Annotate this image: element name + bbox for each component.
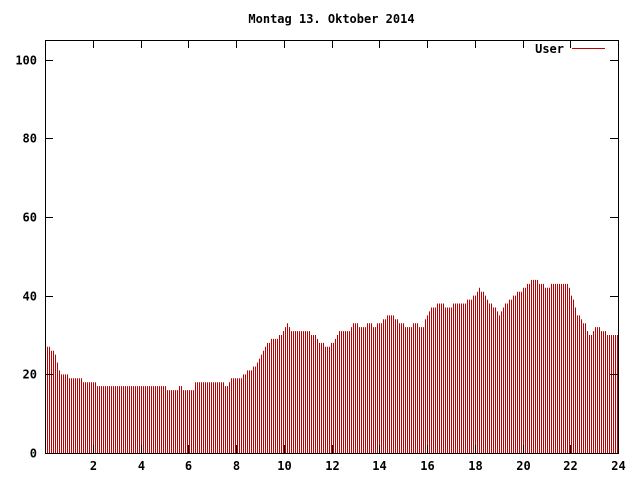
bars-group (47, 279, 618, 453)
legend-label-user: User (535, 42, 564, 56)
y-tick-label: 20 (23, 368, 37, 382)
y-tick-label: 0 (30, 447, 37, 461)
x-tick-label: 14 (372, 459, 386, 473)
y-axis: 0 20 40 60 80 100 (15, 54, 618, 461)
y-tick-label: 80 (23, 132, 37, 146)
y-tick-label: 100 (15, 54, 37, 68)
x-tick-label: 12 (325, 459, 339, 473)
x-tick-label: 6 (185, 459, 192, 473)
x-axis: 2 4 6 8 10 12 14 16 18 20 22 24 (90, 40, 626, 473)
x-tick-label: 16 (420, 459, 434, 473)
x-tick-label: 24 (611, 459, 625, 473)
x-tick-label: 10 (277, 459, 291, 473)
x-tick-label: 20 (516, 459, 530, 473)
x-tick-label: 22 (563, 459, 577, 473)
x-tick-label: 2 (90, 459, 97, 473)
legend: User (535, 42, 605, 56)
x-tick-label: 8 (233, 459, 240, 473)
y-tick-label: 40 (23, 290, 37, 304)
x-tick-label: 4 (138, 459, 145, 473)
x-tick-label: 18 (468, 459, 482, 473)
y-tick-label: 60 (23, 211, 37, 225)
chart-title: Montag 13. Oktober 2014 (248, 12, 414, 26)
